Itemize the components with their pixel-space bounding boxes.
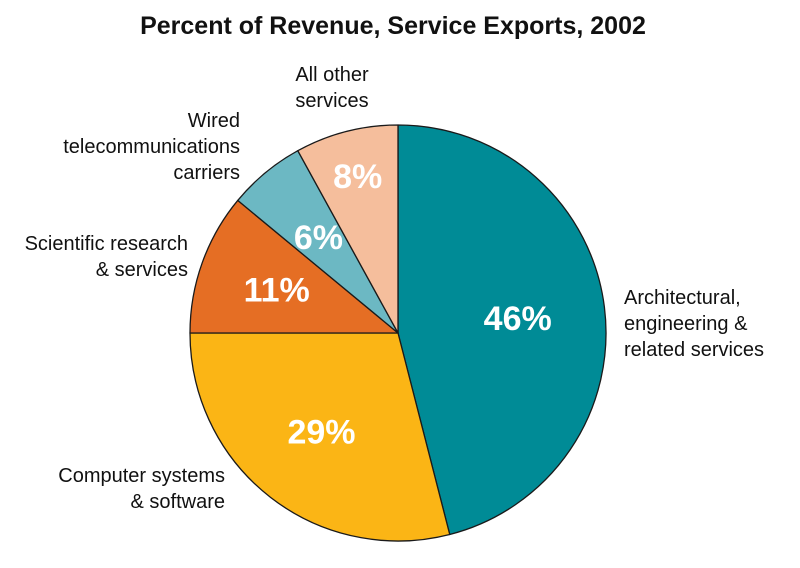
category-label-line: & software xyxy=(131,491,225,513)
category-label-line: Computer systems xyxy=(58,465,225,487)
percent-label-all-other-services: 8% xyxy=(333,158,382,196)
percent-label-architectural-engineering-and-related-services: 46% xyxy=(484,300,552,338)
percent-label-computer-systems-and-software: 29% xyxy=(287,414,355,452)
category-label-wired-telecommunications-carriers: Wired telecommunications carriers xyxy=(63,110,240,184)
category-label-line: telecommunications xyxy=(63,136,240,158)
category-label-architectural-engineering-and-related-services: Architectural, engineering & related servi… xyxy=(624,287,764,361)
category-label-line: Architectural, xyxy=(624,287,741,309)
percent-label-scientific-research-and-services: 11% xyxy=(244,271,310,309)
category-label-line: Wired xyxy=(188,110,240,132)
category-label-line: engineering & xyxy=(624,313,748,335)
category-label-all-other-services: All other services xyxy=(295,64,369,112)
pie-slices xyxy=(189,124,607,542)
category-label-computer-systems-and-software: Computer systems & software xyxy=(58,465,225,513)
category-label-line: All other xyxy=(295,64,369,86)
pie-slice-scientific-research-and-services xyxy=(189,199,399,334)
category-label-line: Scientific research xyxy=(25,233,188,255)
pie-slice-computer-systems-and-software xyxy=(189,332,451,542)
chart-title: Percent of Revenue, Service Exports, 200… xyxy=(140,12,646,40)
pie-slice-architectural-engineering-and-related-services xyxy=(397,124,607,536)
category-label-line: related services xyxy=(624,339,764,361)
category-label-scientific-research-and-services: Scientific research & services xyxy=(25,233,188,281)
pie-slice-all-other-services xyxy=(297,124,399,334)
percent-labels: 46% 29% 11% 6% 8% xyxy=(244,158,552,452)
category-labels: Architectural, engineering & related servi… xyxy=(25,64,764,513)
percent-label-wired-telecommunications-carriers: 6% xyxy=(294,219,343,257)
category-label-line: carriers xyxy=(173,162,240,184)
category-label-line: & services xyxy=(96,259,188,281)
category-label-line: services xyxy=(295,90,368,112)
